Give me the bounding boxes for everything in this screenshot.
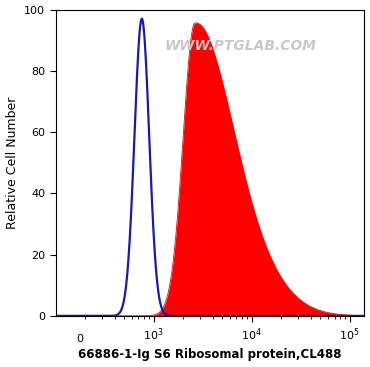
X-axis label: 66886-1-Ig S6 Ribosomal protein,CL488: 66886-1-Ig S6 Ribosomal protein,CL488 (78, 348, 342, 361)
Y-axis label: Relative Cell Number: Relative Cell Number (6, 97, 18, 229)
Text: WWW.PTGLAB.COM: WWW.PTGLAB.COM (165, 39, 317, 53)
Text: 0: 0 (77, 334, 84, 344)
